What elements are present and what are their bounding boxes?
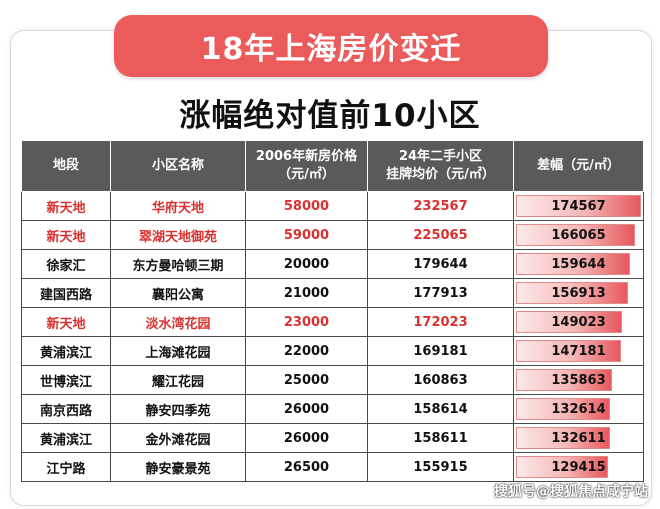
table-row: 新天地 翠湖天地御苑 59000 225065 166065 bbox=[21, 220, 644, 250]
cell-name: 东方曼哈顿三期 bbox=[110, 249, 246, 279]
cell-price2006: 23000 bbox=[245, 307, 368, 337]
diff-bar bbox=[516, 398, 610, 420]
table-row: 南京西路 静安四季苑 26000 158614 132614 bbox=[21, 394, 644, 424]
diff-value: 132611 bbox=[551, 430, 606, 446]
cell-name: 上海滩花园 bbox=[110, 336, 246, 366]
cell-area: 徐家汇 bbox=[21, 249, 111, 279]
cell-diff: 147181 bbox=[513, 336, 644, 366]
watermark: 搜狐号@搜狐焦点咸宁站 bbox=[494, 484, 648, 500]
diff-bar bbox=[516, 340, 621, 362]
cell-price2006: 26000 bbox=[245, 423, 368, 453]
diff-bar bbox=[516, 311, 623, 333]
cell-area: 南京西路 bbox=[21, 394, 111, 424]
diff-bar bbox=[516, 282, 628, 304]
table-row: 新天地 淡水湾花园 23000 172023 149023 bbox=[21, 307, 644, 337]
diff-bar bbox=[516, 253, 630, 275]
cell-diff: 159644 bbox=[513, 249, 644, 279]
cell-price2024: 179644 bbox=[367, 249, 514, 279]
diff-value: 129415 bbox=[551, 459, 606, 475]
table-row: 世博滨江 耀江花园 25000 160863 135863 bbox=[21, 365, 644, 395]
cell-diff: 149023 bbox=[513, 307, 644, 337]
cell-name: 金外滩花园 bbox=[110, 423, 246, 453]
diff-value: 156913 bbox=[551, 285, 606, 301]
cell-area: 新天地 bbox=[21, 220, 111, 250]
cell-price2024: 232567 bbox=[367, 191, 514, 221]
cell-area: 新天地 bbox=[21, 191, 111, 221]
table-header-row: 地段 小区名称 2006年新房价格 （元/㎡） 24年二手小区 挂牌均价（元/㎡） … bbox=[21, 140, 644, 192]
cell-diff: 132611 bbox=[513, 423, 644, 453]
diff-bar bbox=[516, 456, 608, 478]
diff-value: 159644 bbox=[551, 256, 606, 272]
cell-name: 耀江花园 bbox=[110, 365, 246, 395]
cell-diff: 129415 bbox=[513, 452, 644, 482]
cell-diff: 135863 bbox=[513, 365, 644, 395]
cell-price2024: 172023 bbox=[367, 307, 514, 337]
cell-name: 淡水湾花园 bbox=[110, 307, 246, 337]
cell-price2024: 155915 bbox=[367, 452, 514, 482]
price-table: 地段 小区名称 2006年新房价格 （元/㎡） 24年二手小区 挂牌均价（元/㎡） … bbox=[21, 140, 644, 482]
cell-diff: 132614 bbox=[513, 394, 644, 424]
cell-price2024: 158614 bbox=[367, 394, 514, 424]
diff-value: 149023 bbox=[551, 314, 606, 330]
diff-bar bbox=[516, 224, 635, 246]
cell-area: 世博滨江 bbox=[21, 365, 111, 395]
cell-price2006: 58000 bbox=[245, 191, 368, 221]
col-header-price2024: 24年二手小区 挂牌均价（元/㎡） bbox=[367, 140, 514, 192]
cell-price2024: 177913 bbox=[367, 278, 514, 308]
cell-price2024: 225065 bbox=[367, 220, 514, 250]
cell-price2024: 169181 bbox=[367, 336, 514, 366]
diff-value: 135863 bbox=[551, 372, 606, 388]
cell-name: 华府天地 bbox=[110, 191, 246, 221]
diff-value: 147181 bbox=[551, 343, 606, 359]
cell-area: 建国西路 bbox=[21, 278, 111, 308]
cell-diff: 166065 bbox=[513, 220, 644, 250]
cell-price2006: 26500 bbox=[245, 452, 368, 482]
cell-diff: 174567 bbox=[513, 191, 644, 221]
cell-price2006: 20000 bbox=[245, 249, 368, 279]
diff-value: 174567 bbox=[551, 198, 606, 214]
table-row: 徐家汇 东方曼哈顿三期 20000 179644 159644 bbox=[21, 249, 644, 279]
cell-name: 静安豪景苑 bbox=[110, 452, 246, 482]
diff-value: 132614 bbox=[551, 401, 606, 417]
table-row: 江宁路 静安豪景苑 26500 155915 129415 bbox=[21, 452, 644, 482]
cell-area: 新天地 bbox=[21, 307, 111, 337]
diff-bar bbox=[516, 369, 613, 391]
cell-name: 静安四季苑 bbox=[110, 394, 246, 424]
title-banner: 18年上海房价变迁 bbox=[114, 15, 548, 77]
cell-price2006: 21000 bbox=[245, 278, 368, 308]
col-header-price2006: 2006年新房价格 （元/㎡） bbox=[245, 140, 368, 192]
col-header-area: 地段 bbox=[21, 140, 111, 192]
cell-diff: 156913 bbox=[513, 278, 644, 308]
col-header-name: 小区名称 bbox=[110, 140, 246, 192]
cell-name: 襄阳公寓 bbox=[110, 278, 246, 308]
cell-area: 黄浦滨江 bbox=[21, 423, 111, 453]
cell-price2024: 158611 bbox=[367, 423, 514, 453]
cell-price2006: 26000 bbox=[245, 394, 368, 424]
table-row: 黄浦滨江 金外滩花园 26000 158611 132611 bbox=[21, 423, 644, 453]
cell-area: 黄浦滨江 bbox=[21, 336, 111, 366]
diff-value: 166065 bbox=[551, 227, 606, 243]
banner-title: 18年上海房价变迁 bbox=[200, 32, 462, 67]
table-row: 建国西路 襄阳公寓 21000 177913 156913 bbox=[21, 278, 644, 308]
diff-bar bbox=[516, 195, 641, 217]
cell-price2024: 160863 bbox=[367, 365, 514, 395]
page-subtitle: 涨幅绝对值前10小区 bbox=[179, 98, 481, 134]
diff-bar bbox=[516, 427, 610, 449]
cell-area: 江宁路 bbox=[21, 452, 111, 482]
cell-price2006: 25000 bbox=[245, 365, 368, 395]
col-header-diff: 差幅（元/㎡） bbox=[513, 140, 644, 192]
table-row: 新天地 华府天地 58000 232567 174567 bbox=[21, 191, 644, 221]
cell-price2006: 59000 bbox=[245, 220, 368, 250]
cell-price2006: 22000 bbox=[245, 336, 368, 366]
table-row: 黄浦滨江 上海滩花园 22000 169181 147181 bbox=[21, 336, 644, 366]
cell-name: 翠湖天地御苑 bbox=[110, 220, 246, 250]
